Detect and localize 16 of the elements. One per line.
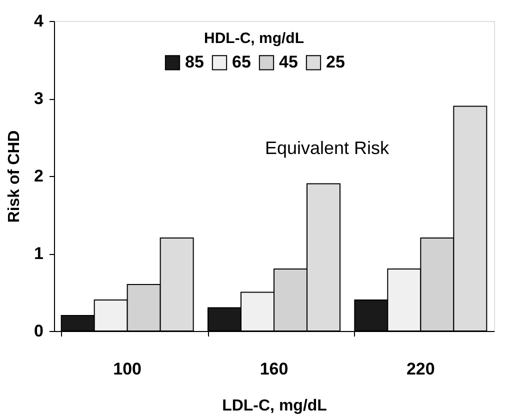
annotation: Equivalent Risk — [264, 138, 390, 158]
legend-label: 45 — [279, 52, 298, 72]
x-tick-label: 220 — [406, 360, 435, 378]
y-axis-title: Risk of CHD — [6, 130, 24, 223]
x-axis-title: LDL-C, mg/dL — [222, 398, 328, 414]
legend-label: 25 — [326, 52, 345, 72]
y-tick-label: 1 — [34, 244, 44, 263]
y-tick-label: 2 — [34, 166, 44, 186]
y-tick-label: 4 — [34, 12, 44, 30]
legend-title: HDL-C, mg/dL — [204, 30, 304, 47]
x-tick-label: 100 — [113, 360, 142, 378]
legend-label: 85 — [185, 52, 204, 72]
legend-label: 65 — [232, 52, 251, 72]
y-tick-label: 0 — [34, 322, 44, 340]
y-tick-label: 3 — [34, 89, 44, 108]
x-tick-label: 160 — [260, 360, 288, 378]
